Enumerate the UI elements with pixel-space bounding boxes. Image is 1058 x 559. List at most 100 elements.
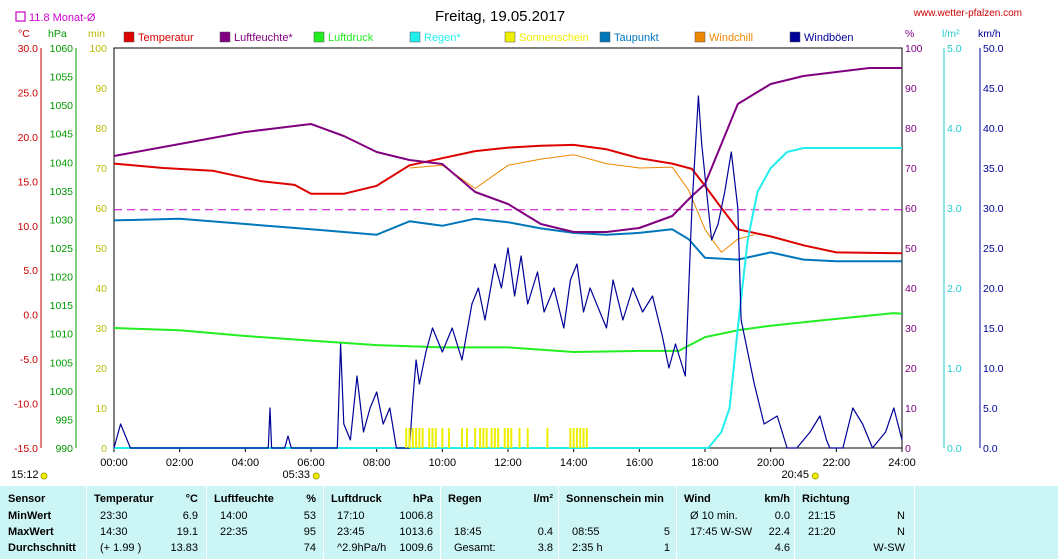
- legend-swatch: [123, 31, 135, 43]
- min-unit-label: min: [88, 28, 105, 40]
- sunshine-bar: [474, 428, 477, 448]
- table-header-unit: %: [306, 493, 316, 505]
- table-cell-value: 0.4: [537, 526, 553, 538]
- temp-tick-label: -15.0: [14, 443, 38, 455]
- sunshine-bar: [546, 428, 549, 448]
- table-header: Regen: [448, 493, 482, 505]
- legend-label: Luftdruck: [328, 32, 374, 44]
- pressure-tick-label: 1045: [50, 129, 74, 141]
- humidity-tick-label: 20: [905, 363, 917, 375]
- table-cell-time: 17:45 W-SW: [690, 526, 753, 538]
- sunshine-bar: [518, 428, 521, 448]
- wind-tick-label: 5.0: [983, 403, 998, 415]
- humidity-tick-label: 50: [905, 243, 917, 255]
- minutes-tick-label: 100: [89, 43, 107, 55]
- table-cell-value: 22.4: [768, 526, 790, 538]
- pressure-tick-label: 1035: [50, 186, 74, 198]
- wind-tick-label: 45.0: [983, 83, 1004, 95]
- table-cell-time: Gesamt:: [454, 542, 496, 554]
- table-header-unit: km/h: [764, 493, 790, 505]
- table-row-label: MinWert: [8, 510, 52, 522]
- x-tick-label: 18:00: [691, 457, 719, 469]
- table-header: Richtung: [802, 493, 850, 505]
- legend-label: Windchill: [709, 32, 753, 44]
- humidity-tick-label: 30: [905, 323, 917, 335]
- sunshine-bar: [526, 428, 529, 448]
- sunshine-bar: [579, 428, 582, 448]
- temp-unit-label: °C: [18, 28, 30, 40]
- rain-tick-label: 1.0: [947, 363, 962, 375]
- wind-unit-label: km/h: [978, 28, 1001, 40]
- minutes-tick-label: 10: [95, 403, 107, 415]
- chart-title: Freitag, 19.05.2017: [435, 8, 565, 25]
- table-column-separator: [676, 486, 677, 559]
- table-row-label: MaxWert: [8, 526, 54, 538]
- pressure-tick-label: 1050: [50, 100, 74, 112]
- sunshine-bar: [493, 428, 496, 448]
- humidity-tick-label: 0: [905, 443, 911, 455]
- sunshine-bar: [507, 428, 509, 448]
- rain-unit-label: l/m²: [942, 28, 960, 40]
- table-cell-value: 1006.8: [399, 510, 433, 522]
- pressure-tick-label: 1020: [50, 272, 74, 284]
- table-header: Luftfeuchte: [214, 493, 274, 505]
- humidity-tick-label: 90: [905, 83, 917, 95]
- table-cell-value: 95: [303, 526, 316, 538]
- rain-tick-label: 0.0: [947, 443, 962, 455]
- humidity-tick-label: 70: [905, 163, 917, 175]
- pressure-tick-label: 1055: [50, 72, 74, 84]
- series-line-luftdruck: [113, 312, 903, 353]
- table-header: Sensor: [8, 493, 46, 505]
- sunshine-bar: [479, 428, 482, 448]
- sunshine-bar: [411, 428, 414, 448]
- table-cell-value: 53: [303, 510, 316, 522]
- pressure-tick-label: 1060: [50, 43, 74, 55]
- legend-swatch: [789, 31, 801, 43]
- table-cell-time: (+ 1.99 ): [100, 542, 142, 554]
- table-cell-value: 1009.6: [399, 542, 433, 554]
- table-cell-value: 6.9: [182, 510, 198, 522]
- temp-tick-label: -10.0: [14, 399, 38, 411]
- series-line-temperatur: [113, 143, 903, 255]
- table-cell-value: 5: [663, 526, 670, 538]
- humidity-unit-label: %: [905, 28, 914, 40]
- wind-tick-label: 10.0: [983, 363, 1004, 375]
- x-tick-label: 20:00: [757, 457, 785, 469]
- minutes-tick-label: 0: [101, 443, 107, 455]
- x-tick-label: 04:00: [232, 457, 260, 469]
- sunrise-sun-icon: [312, 472, 320, 480]
- table-header: Temperatur: [94, 493, 154, 505]
- table-cell-value: 74: [303, 542, 316, 554]
- sunshine-bar: [418, 428, 421, 448]
- legend-label: Regen*: [424, 32, 461, 44]
- table-cell-value: 13.83: [170, 542, 198, 554]
- legend-label: Windböen: [804, 32, 854, 44]
- x-tick-label: 24:00: [888, 457, 916, 469]
- legend-swatch: [599, 31, 611, 43]
- table-cell-value: 19.1: [176, 526, 198, 538]
- pressure-tick-label: 1000: [50, 386, 74, 398]
- series-line-windböen: [113, 95, 903, 449]
- sunshine-bar: [447, 428, 450, 448]
- humidity-tick-label: 100: [905, 43, 923, 55]
- sunshine-bar: [572, 428, 575, 448]
- sunshine-bar: [575, 428, 578, 448]
- legend-label: Taupunkt: [614, 32, 659, 44]
- wind-tick-label: 25.0: [983, 243, 1004, 255]
- table-column-separator: [86, 486, 87, 559]
- table-cell-value: N: [897, 526, 905, 538]
- table-cell-value: 4.6: [774, 542, 790, 554]
- rain-tick-label: 2.0: [947, 283, 962, 295]
- pressure-tick-label: 1010: [50, 329, 74, 341]
- sunshine-bar: [408, 428, 411, 448]
- table-header-unit: l/m²: [533, 493, 553, 505]
- temp-tick-label: 5.0: [23, 265, 38, 277]
- pressure-tick-label: 1005: [50, 357, 74, 369]
- table-cell-time: 21:15: [808, 510, 836, 522]
- table-column-separator: [206, 486, 207, 559]
- pressure-tick-label: 990: [55, 443, 73, 455]
- table-cell-time: 23:45: [337, 526, 365, 538]
- series-line-regen: [114, 147, 902, 449]
- x-tick-label: 12:00: [494, 457, 522, 469]
- table-header-unit: hPa: [412, 493, 433, 505]
